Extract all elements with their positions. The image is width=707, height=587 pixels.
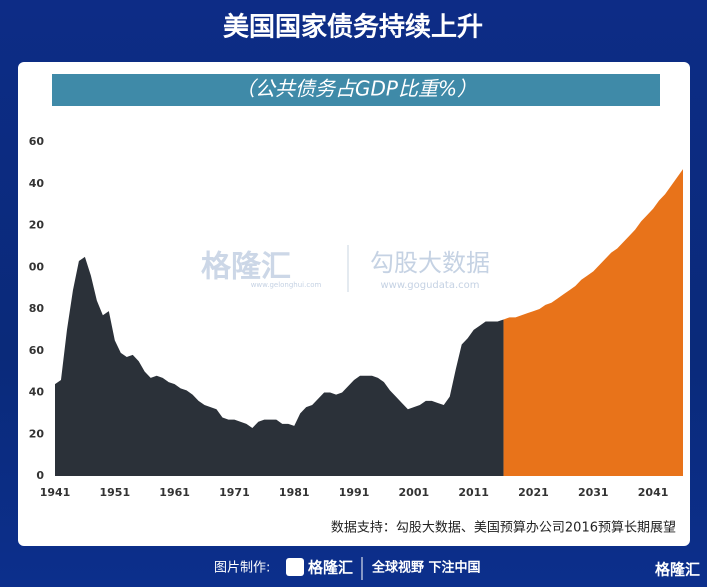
y-tick-label: 20 [29,427,45,440]
area [503,169,683,476]
footer-brand: 格隆汇 [308,559,353,577]
y-tick-label: 80 [29,302,45,315]
corner-brand: 格隆汇 [655,561,700,579]
subtitle: （公共债务占GDP比重%） [235,77,477,101]
y-tick-label: 20 [29,219,45,232]
x-tick-label: 1951 [99,486,130,499]
title: 美国国家债务持续上升 [223,12,483,43]
x-tick-label: 2011 [458,486,489,499]
y-tick-label: 00 [29,260,45,273]
footer-logo [286,558,304,576]
x-tick-label: 1991 [339,486,370,499]
x-tick-label: 1961 [159,486,190,499]
x-tick-label: 1941 [40,486,71,499]
watermark-partner: 勾股大数据 [370,249,490,277]
subtitle-bar [52,74,660,106]
x-tick-label: 1981 [279,486,310,499]
source: 数据支持：勾股大数据、美国预算办公司2016预算长期展望 [331,520,676,536]
x-tick-label: 2031 [578,486,609,499]
x-tick-label: 1971 [219,486,250,499]
footer-slogan: 全球视野 下注中国 [371,560,481,576]
plot: 0 20 40 60 80 00 20 40 60 1941 1951 1961 1971 1981 199… [29,135,683,499]
y-tick-label: 40 [29,386,45,399]
y-tick-label: 0 [36,469,44,482]
x-tick-label: 2021 [518,486,549,499]
footer-label: 图片制作: [214,561,270,576]
y-tick-label: 60 [29,135,45,148]
x-tick-label: 2041 [638,486,669,499]
area [55,256,504,476]
y-tick-label: 60 [29,344,45,357]
x-tick-label: 2001 [399,486,430,499]
watermark-url: www.gelonghui.com [251,281,322,289]
watermark-partner-url: www.gogudata.com [380,280,479,291]
watermark-brand: 格隆汇 [201,250,291,285]
y-tick-label: 40 [29,177,45,190]
